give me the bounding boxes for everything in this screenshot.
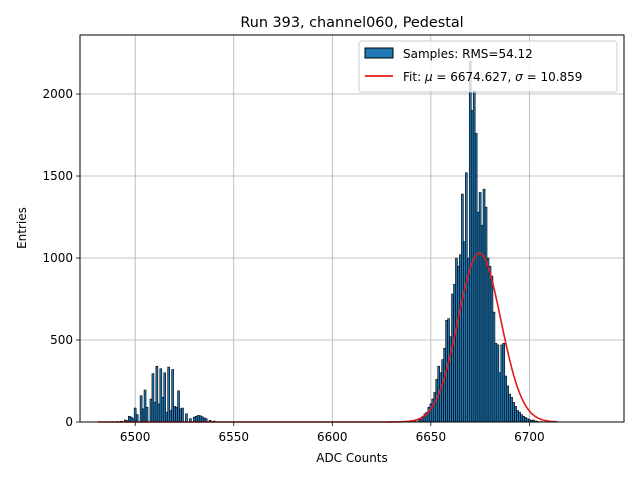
x-tick-label: 6550 (218, 430, 249, 444)
x-tick-label: 6500 (120, 430, 151, 444)
legend: Samples: RMS=54.12 Fit: μ = 6674.627, σ … (358, 40, 618, 93)
y-tick-label: 0 (65, 415, 73, 429)
axis-ticks: 6500 6550 6600 6650 6700 0 500 1000 1500 2000 (42, 87, 544, 444)
x-tick-label: 6650 (416, 430, 447, 444)
y-tick-label: 500 (50, 333, 73, 347)
legend-samples-label: Samples: RMS=54.12 (403, 47, 533, 61)
legend-fit-sigma-symbol: σ (515, 70, 523, 84)
x-tick-label: 6700 (514, 430, 545, 444)
histogram-bar (145, 406, 149, 423)
histogram-bar (135, 414, 139, 423)
chart-title: Run 393, channel060, Pedestal (240, 15, 463, 31)
x-tick-label: 6600 (317, 430, 348, 444)
legend-fit-sigma-value: = 10.859 (523, 70, 583, 84)
y-tick-label: 1500 (42, 169, 73, 183)
legend-box (358, 40, 618, 93)
legend-fit-mu-value: = 6674.627, (433, 70, 516, 84)
histogram-bar (185, 413, 188, 423)
legend-fit-label: Fit: μ = 6674.627, σ = 10.859 (403, 70, 582, 84)
legend-samples-swatch (364, 47, 394, 59)
histogram-bar (181, 407, 184, 423)
y-tick-label: 2000 (42, 87, 73, 101)
y-axis-label: Entries (15, 207, 29, 249)
legend-fit-prefix: Fit: (403, 70, 425, 84)
x-axis-label: ADC Counts (316, 451, 388, 465)
plot-frame (79, 34, 625, 423)
legend-fit-mu-symbol: μ (424, 70, 433, 84)
y-tick-label: 1000 (42, 251, 73, 265)
